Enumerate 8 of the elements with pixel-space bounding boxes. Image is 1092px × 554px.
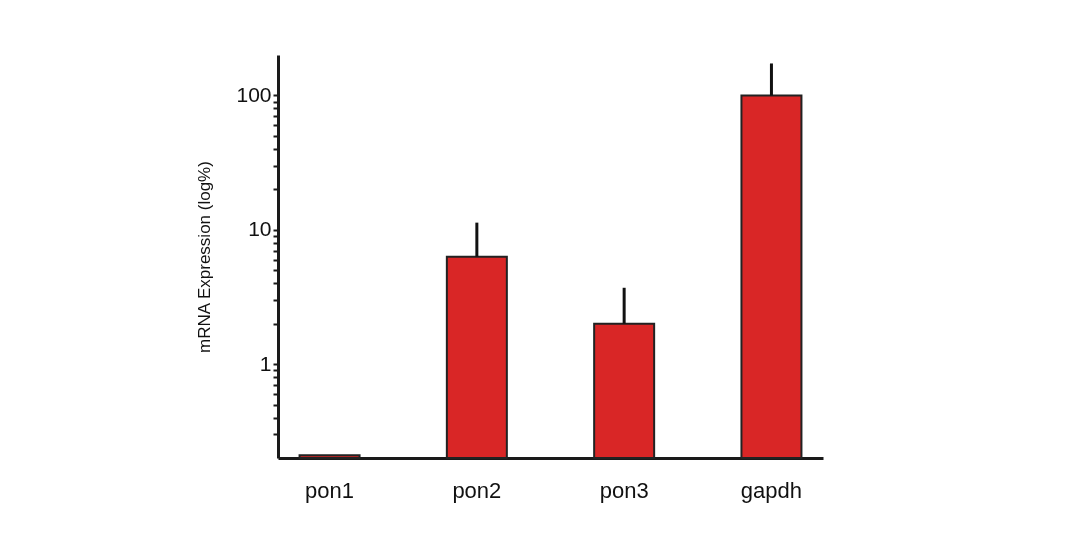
x-tick-label: pon1: [305, 477, 355, 503]
y-tick-label: 100: [236, 82, 272, 106]
y-axis-title: mRNA Expression (log%): [195, 161, 215, 353]
y-tick-label: 1: [259, 351, 272, 375]
y-tick-label: 10: [248, 217, 272, 241]
x-tick-label: pon3: [599, 477, 649, 503]
x-tick-label: gapdh: [740, 477, 803, 503]
x-tick-label: pon2: [452, 477, 502, 503]
